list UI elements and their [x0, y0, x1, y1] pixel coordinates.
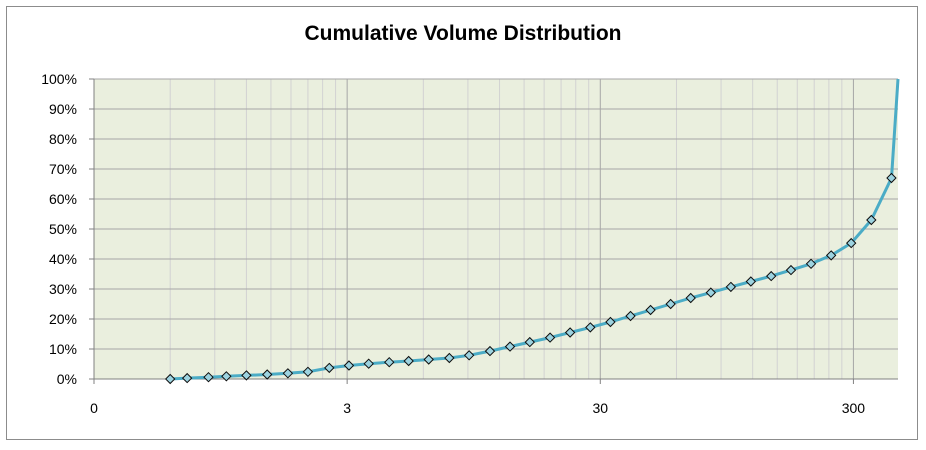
data-point-marker: [886, 172, 897, 184]
data-point-marker: [203, 371, 214, 383]
data-point-marker: [625, 310, 636, 322]
data-point-marker: [705, 287, 717, 298]
y-tick-label: 20%: [49, 311, 77, 327]
y-tick-label: 40%: [49, 251, 77, 267]
y-tick-label: 100%: [41, 71, 77, 87]
data-point-marker: [343, 360, 355, 371]
x-tick-label: 0: [90, 400, 98, 416]
y-tick-label: 90%: [49, 101, 77, 117]
data-point-marker: [324, 362, 335, 374]
data-point-marker: [423, 354, 434, 365]
data-point-marker: [645, 304, 656, 316]
y-tick-label: 70%: [49, 161, 77, 177]
data-point-marker: [866, 214, 877, 226]
data-point-marker: [221, 371, 232, 382]
data-point-marker: [444, 352, 455, 364]
data-point-marker: [805, 258, 817, 270]
data-point-marker: [241, 370, 252, 381]
data-point-marker: [463, 350, 475, 361]
data-point-marker: [765, 270, 777, 282]
data-point-marker: [544, 332, 556, 343]
data-point-marker: [564, 327, 576, 338]
data-point-marker: [845, 237, 857, 249]
data-point-marker: [665, 298, 676, 310]
data-point-marker: [585, 322, 596, 333]
data-point-marker: [363, 358, 374, 369]
y-tick-label: 10%: [49, 341, 77, 357]
x-tick-label: 3: [343, 400, 351, 416]
x-tick-label: 300: [842, 400, 866, 416]
data-point-marker: [403, 355, 414, 367]
x-tick-label: 30: [592, 400, 608, 416]
data-point-marker: [484, 345, 496, 357]
data-point-marker: [685, 292, 696, 304]
data-point-marker: [825, 250, 837, 261]
data-point-marker: [384, 356, 395, 368]
data-point-marker: [504, 341, 516, 352]
data-point-marker: [181, 372, 193, 384]
data-point-marker: [524, 336, 535, 348]
chart-title: Cumulative Volume Distribution: [304, 22, 622, 45]
data-point-marker: [164, 373, 176, 385]
data-point-marker: [745, 276, 757, 287]
data-point-marker: [302, 366, 314, 378]
data-point-marker: [725, 281, 737, 293]
data-point-marker: [262, 369, 273, 380]
y-tick-label: 0%: [57, 371, 77, 387]
data-point-marker: [282, 368, 294, 379]
y-tick-label: 80%: [49, 131, 77, 147]
y-tick-label: 60%: [49, 191, 77, 207]
data-point-marker: [605, 316, 616, 328]
y-tick-label: 50%: [49, 221, 77, 237]
y-tick-label: 30%: [49, 281, 77, 297]
data-point-marker: [785, 264, 797, 276]
